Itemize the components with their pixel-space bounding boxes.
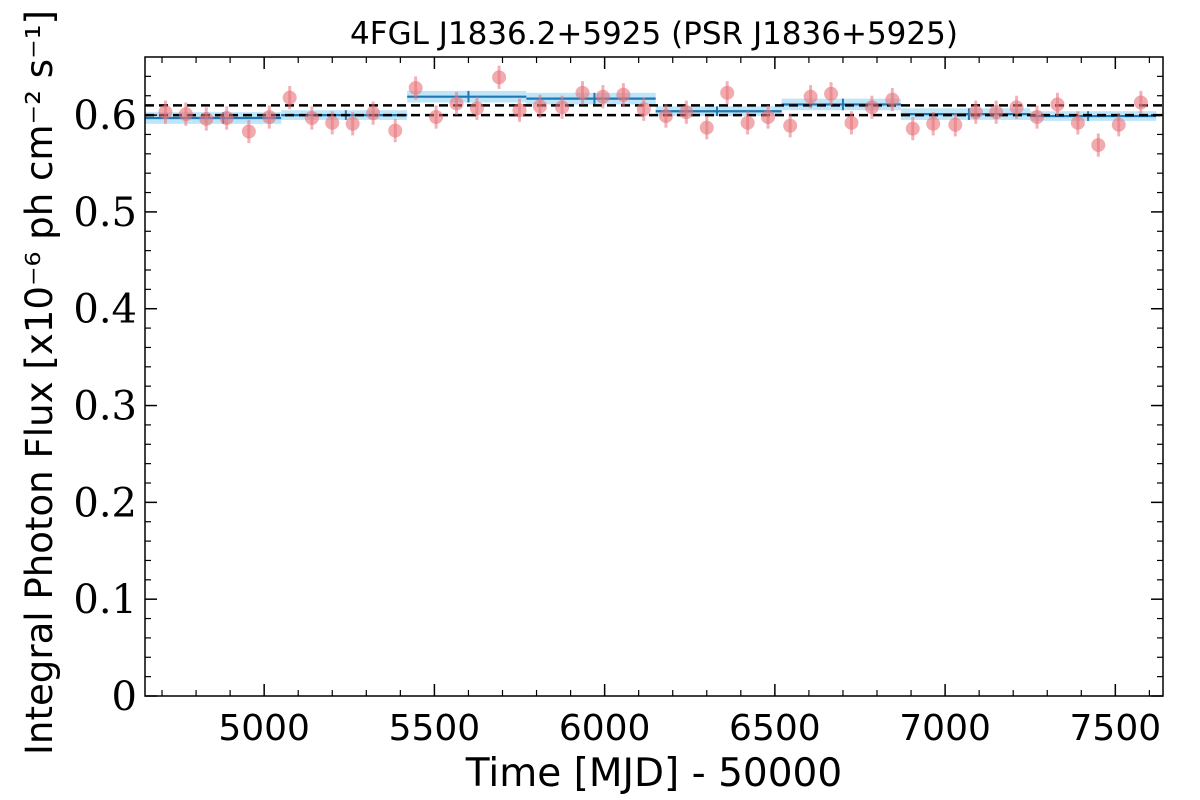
data-point-23 [636, 102, 651, 117]
data-point-1 [178, 107, 193, 122]
data-point-15 [469, 101, 484, 116]
y-tick-label-4: 0.4 [73, 287, 137, 333]
data-points [158, 65, 1148, 157]
data-point-27 [720, 85, 735, 100]
data-point-26 [699, 120, 714, 135]
data-point-34 [864, 100, 879, 115]
data-point-10 [366, 106, 381, 121]
data-point-4 [241, 124, 256, 139]
data-point-31 [803, 89, 818, 104]
data-point-41 [1009, 100, 1024, 115]
x-tick-label-5: 7500 [1070, 708, 1162, 749]
data-point-0 [158, 105, 173, 120]
data-point-6 [282, 90, 297, 105]
data-point-29 [761, 110, 776, 125]
axis-ticks [145, 57, 1163, 697]
data-point-44 [1070, 115, 1085, 130]
x-tick-label-3: 6500 [729, 708, 821, 749]
data-point-24 [658, 109, 673, 124]
data-point-14 [449, 96, 464, 111]
block-bands [145, 90, 1157, 124]
x-tick-labels: 5000 5500 6000 6500 7000 7500 [218, 708, 1161, 749]
data-point-12 [408, 80, 423, 95]
x-tick-label-4: 7000 [899, 708, 991, 749]
plot-frame [144, 56, 1164, 697]
data-point-3 [219, 110, 234, 125]
data-point-30 [783, 118, 798, 133]
data-point-25 [679, 105, 694, 120]
data-point-33 [844, 115, 859, 130]
data-point-47 [1133, 95, 1148, 110]
data-point-5 [262, 110, 277, 125]
data-point-17 [512, 103, 527, 118]
y-axis-label: Integral Photon Flux [x10⁻⁶ ph cm⁻² s⁻¹] [18, 10, 61, 755]
x-tick-label-1: 5500 [389, 708, 481, 749]
data-point-35 [885, 92, 900, 107]
data-point-20 [575, 85, 590, 100]
data-point-36 [905, 121, 920, 136]
data-point-38 [948, 117, 963, 132]
data-point-13 [429, 110, 444, 125]
data-point-37 [926, 116, 941, 131]
data-point-45 [1091, 138, 1106, 153]
data-point-8 [325, 115, 340, 130]
data-point-9 [345, 116, 360, 131]
data-point-28 [740, 115, 755, 130]
data-point-22 [616, 87, 631, 102]
x-axis-label: Time [MJD] - 50000 [465, 751, 842, 796]
y-tick-label-6: 0.6 [73, 93, 137, 139]
y-tick-label-0: 0 [112, 674, 137, 720]
x-tick-label-0: 5000 [218, 708, 310, 749]
x-tick-label-2: 6000 [559, 708, 651, 749]
data-point-43 [1050, 97, 1065, 112]
y-tick-label-3: 0.3 [73, 384, 137, 430]
y-tick-label-5: 0.5 [73, 190, 137, 236]
data-point-11 [388, 123, 403, 138]
data-point-2 [199, 111, 214, 126]
y-tick-labels: 0 0.1 0.2 0.3 0.4 0.5 0.6 [73, 93, 137, 720]
y-tick-label-2: 0.2 [73, 480, 137, 526]
data-point-7 [304, 110, 319, 125]
y-tick-label-1: 0.1 [73, 577, 137, 623]
data-point-46 [1111, 117, 1126, 132]
data-point-32 [824, 86, 839, 101]
data-point-42 [1030, 110, 1045, 125]
data-point-21 [595, 89, 610, 104]
data-point-16 [492, 70, 507, 85]
data-point-19 [555, 100, 570, 115]
chart-title: 4FGL J1836.2+5925 (PSR J1836+5925) [350, 16, 958, 52]
data-point-39 [968, 105, 983, 120]
data-point-18 [532, 99, 547, 114]
data-point-40 [989, 105, 1004, 120]
